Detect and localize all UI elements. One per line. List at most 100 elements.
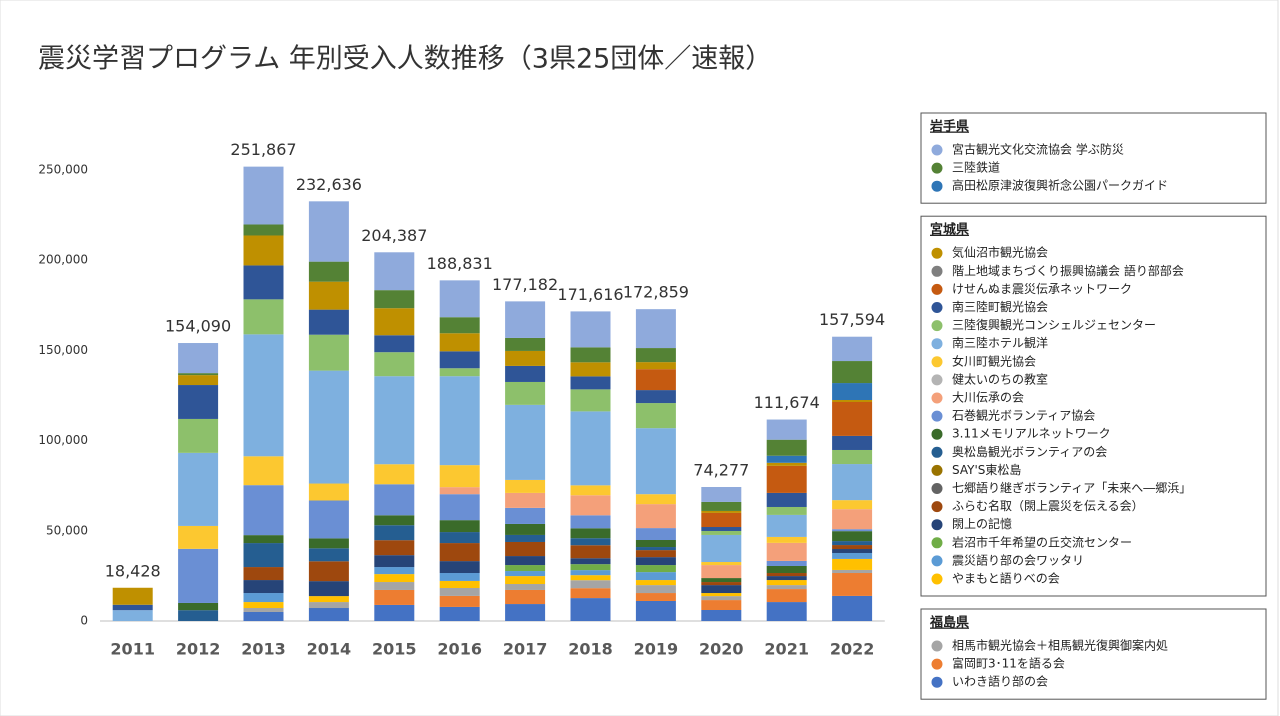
bar-segment xyxy=(243,543,284,568)
legend-label: ふらむ名取（閖上震災を伝える会） xyxy=(952,498,1144,513)
bar-segment xyxy=(374,555,415,568)
bar-segment xyxy=(308,500,349,539)
y-tick-label: 150,000 xyxy=(38,343,88,357)
bar-segment xyxy=(766,576,807,581)
bar-segment xyxy=(766,506,807,515)
legend-box xyxy=(920,608,1267,700)
legend-label: 相馬市観光協会＋相馬観光復興御案内処 xyxy=(952,638,1168,653)
bar-segment xyxy=(701,582,742,586)
bar-segment xyxy=(701,501,742,511)
bar-segment xyxy=(308,608,349,621)
bar-segment xyxy=(439,465,480,488)
legend-marker xyxy=(931,374,943,386)
bar-segment xyxy=(701,596,742,601)
legend-label: 閖上の記憶 xyxy=(952,516,1012,531)
bar-segment xyxy=(635,557,676,566)
bar-segment xyxy=(832,558,873,570)
legend-label: 高田松原津波復興祈念公園パークガイド xyxy=(952,178,1168,193)
bar-segment xyxy=(832,336,873,362)
bar-segment xyxy=(505,492,546,508)
bar-segment xyxy=(439,561,480,574)
bar-segment xyxy=(766,573,807,577)
total-label: 251,867 xyxy=(230,140,296,159)
bar-segment xyxy=(374,589,415,605)
bar-segment xyxy=(570,376,611,390)
bar-segment xyxy=(374,464,415,485)
bar-segment xyxy=(505,301,546,338)
bar-segment xyxy=(374,574,415,583)
y-tick-label: 250,000 xyxy=(38,163,88,177)
bar-segment xyxy=(308,596,349,603)
bar-segment xyxy=(832,549,873,553)
bar-segment xyxy=(308,581,349,597)
bar-segment xyxy=(832,595,873,621)
bar-segment xyxy=(505,404,546,480)
bar-segment xyxy=(439,487,480,495)
legend-marker xyxy=(931,483,943,494)
bar-segment xyxy=(766,560,807,566)
bar-segment xyxy=(439,368,480,377)
legend-marker xyxy=(931,446,943,458)
y-tick-label: 100,000 xyxy=(38,433,88,447)
bar-segment xyxy=(243,611,284,621)
legend-label: 岩沼市千年希望の丘交流センター xyxy=(952,534,1132,549)
bar-segment xyxy=(439,317,480,334)
bar-segment xyxy=(701,527,742,531)
bar-segment xyxy=(178,452,219,526)
bar-segment xyxy=(505,541,546,557)
bar-segment xyxy=(570,311,611,348)
bar-segment xyxy=(505,479,546,493)
bar-segment xyxy=(243,166,284,225)
legend-label: 南三陸町観光協会 xyxy=(952,299,1048,314)
bar-segment xyxy=(635,428,676,495)
bar-segment xyxy=(635,600,676,621)
bar-segment xyxy=(635,369,676,391)
bar-segment xyxy=(308,561,349,582)
legend-marker xyxy=(931,640,943,652)
bar-segment xyxy=(635,528,676,541)
legend-marker xyxy=(931,302,943,313)
bar-segment xyxy=(178,343,219,374)
bar-segment xyxy=(766,542,807,561)
bar-segment xyxy=(308,201,349,262)
bar-segment xyxy=(374,352,415,377)
legend-label: 女川町観光協会 xyxy=(952,353,1036,368)
legend-marker xyxy=(931,519,943,531)
bar-segment xyxy=(439,376,480,466)
x-tick-label: 2022 xyxy=(830,640,875,659)
bar-segment xyxy=(635,565,676,573)
bar-segment xyxy=(635,550,676,558)
bar-segment xyxy=(701,565,742,579)
bar-segment xyxy=(832,361,873,384)
legend-group-title: 宮城県 xyxy=(930,222,969,238)
x-tick-label: 2021 xyxy=(764,640,809,659)
legend-label: 宮古観光文化交流協会 学ぶ防災 xyxy=(952,142,1124,157)
bar-segment xyxy=(178,548,219,603)
bar-segment xyxy=(308,281,349,310)
bar-segment xyxy=(766,492,807,507)
bar-segment xyxy=(766,580,807,586)
bar-segment xyxy=(832,541,873,546)
total-label: 188,831 xyxy=(427,254,493,273)
bar-segment xyxy=(570,389,611,412)
bar-segment xyxy=(374,252,415,291)
bar-segment xyxy=(505,534,546,542)
legend-label: 健太いのちの教室 xyxy=(952,371,1048,386)
bar-segment xyxy=(243,535,284,544)
bar-segment xyxy=(766,514,807,537)
bar-segment xyxy=(439,543,480,562)
bar-segment xyxy=(570,347,611,363)
bar-segment xyxy=(439,494,480,521)
bar-segment xyxy=(766,465,807,493)
legend-label: 三陸復興観光コンシェルジェセンター xyxy=(952,317,1156,332)
bar-segment xyxy=(308,370,349,484)
legend-marker xyxy=(931,555,943,567)
legend-marker xyxy=(931,410,943,422)
bar-segment xyxy=(635,362,676,370)
bar-segment xyxy=(374,290,415,309)
bar-segment xyxy=(635,580,676,586)
bar-segment xyxy=(766,536,807,543)
legend-label: 三陸鉄道 xyxy=(952,160,1000,175)
legend-marker xyxy=(931,658,943,670)
